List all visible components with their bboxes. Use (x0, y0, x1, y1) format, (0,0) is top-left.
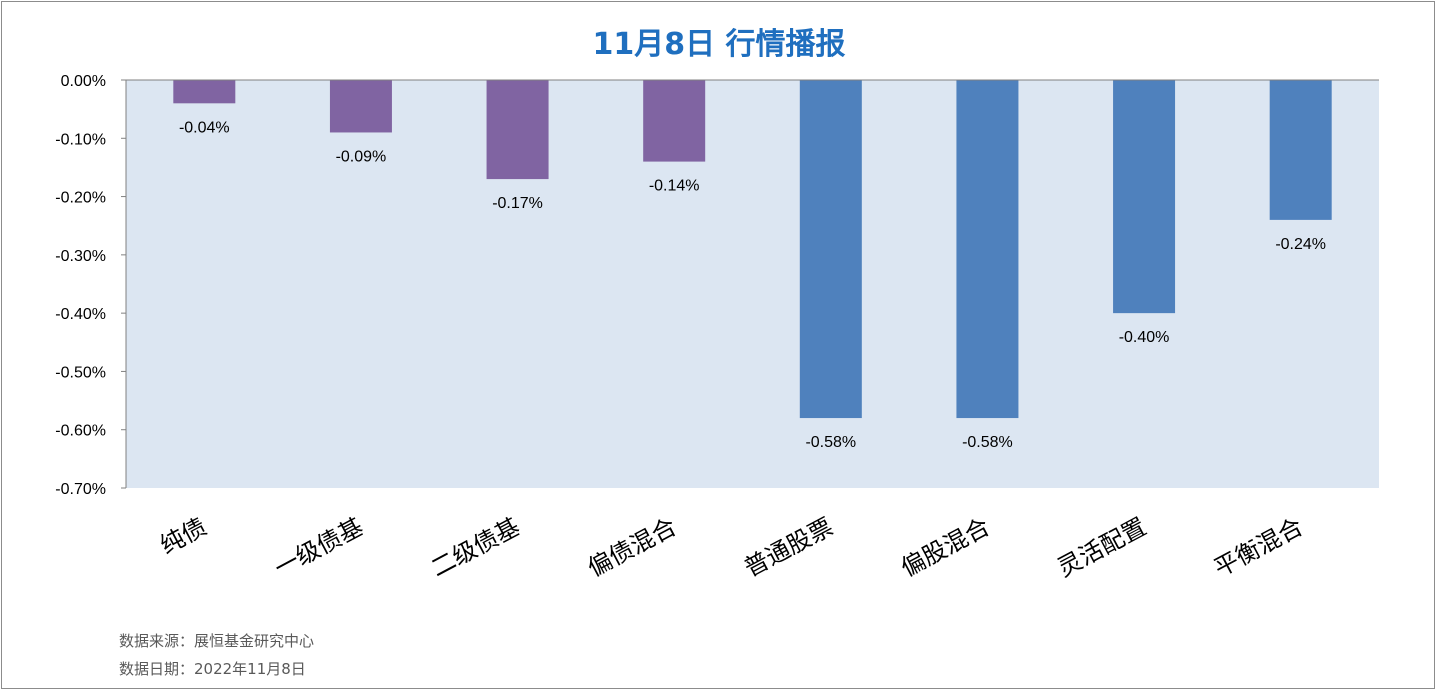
plot-area (126, 80, 1379, 488)
x-tick-label: 灵活配置 (1053, 513, 1151, 583)
x-tick-label: 偏股混合 (896, 513, 994, 583)
y-tick-label: -0.10% (55, 131, 106, 148)
data-label: -0.09% (336, 148, 387, 165)
x-tick-label: 二级债基 (426, 513, 524, 583)
bar (486, 80, 549, 180)
x-tick-label: 一级债基 (270, 513, 368, 583)
data-label: -0.24% (1275, 236, 1326, 253)
y-axis: 0.00% -0.10% -0.20% -0.30% -0.40% -0.50% -0.60… (55, 73, 127, 498)
y-tick-label: -0.30% (55, 248, 106, 265)
y-tick-label: -0.70% (55, 481, 106, 498)
bar (173, 80, 236, 104)
data-label: -0.17% (492, 195, 543, 212)
bar (799, 80, 862, 419)
bars: -0.04% -0.09% -0.17% -0.14% -0.58% -0.58% -0.4… (173, 80, 1332, 451)
bar (643, 80, 706, 162)
bar (1113, 80, 1176, 314)
data-date-note: 数据日期：2022年11月8日 (119, 660, 306, 678)
data-label: -0.58% (962, 434, 1013, 451)
y-tick-label: -0.60% (55, 423, 106, 440)
data-label: -0.58% (805, 434, 856, 451)
data-label: -0.40% (1119, 329, 1170, 346)
data-label: -0.04% (179, 119, 230, 136)
x-tick-label: 纯债 (156, 513, 212, 560)
y-tick-label: -0.20% (55, 190, 106, 207)
bar (329, 80, 392, 133)
bar (1269, 80, 1332, 220)
data-source-note: 数据来源：展恒基金研究中心 (119, 632, 314, 650)
data-label: -0.14% (649, 178, 700, 195)
x-tick-label: 平衡混合 (1210, 513, 1308, 583)
y-tick-label: -0.40% (55, 306, 106, 323)
x-tick-label: 普通股票 (740, 513, 838, 583)
y-tick-label: 0.00% (61, 73, 106, 90)
x-tick-label: 偏债混合 (583, 513, 681, 583)
chart-title: 11月8日 行情播报 (592, 27, 845, 62)
y-tick-label: -0.50% (55, 364, 106, 381)
bar (956, 80, 1019, 419)
